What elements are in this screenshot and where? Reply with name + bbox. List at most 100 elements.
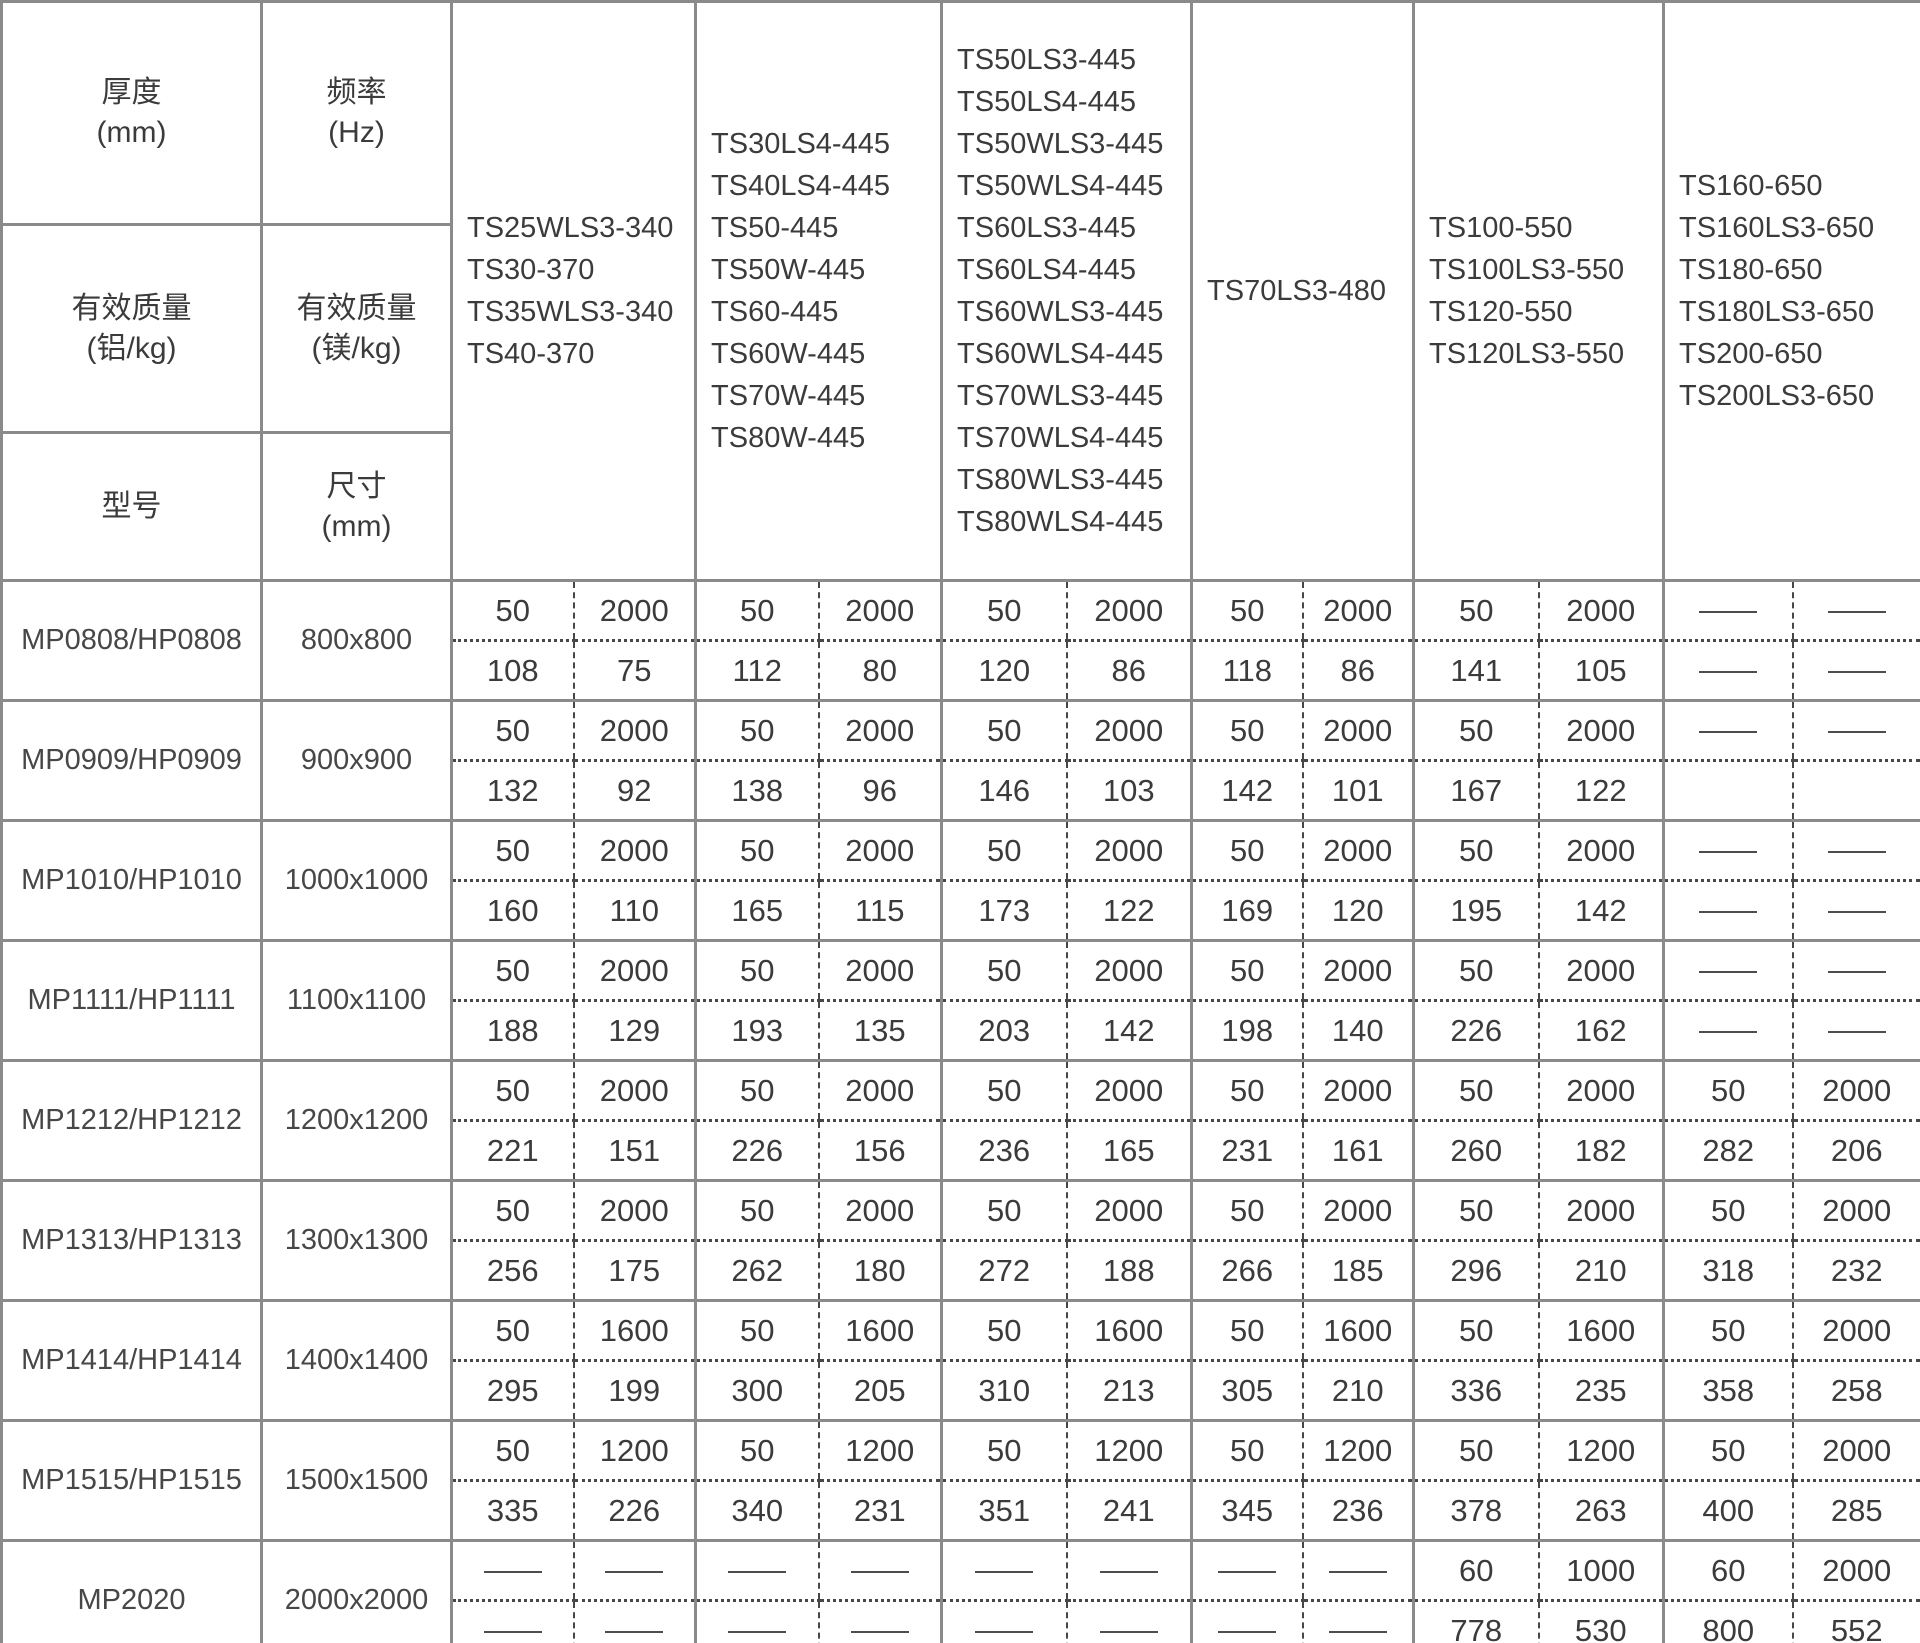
mass-mg-value: 105 xyxy=(1537,640,1664,702)
frequency-value: 2000 xyxy=(1791,1300,1920,1362)
no-value-dash xyxy=(1827,971,1886,974)
thickness-value xyxy=(1190,1540,1303,1602)
thickness-value: 50 xyxy=(1412,580,1539,642)
mass-al-value xyxy=(940,1600,1067,1643)
mass-mg-value: 185 xyxy=(1301,1240,1414,1302)
mass-al-value: 167 xyxy=(1412,760,1539,822)
frequency-value: 2000 xyxy=(1065,940,1192,1002)
frequency-value xyxy=(1791,820,1920,882)
frequency-value: 2000 xyxy=(1537,940,1664,1002)
mass-mg-value: 241 xyxy=(1065,1480,1192,1542)
mass-mg-value xyxy=(1791,880,1920,942)
mass-mg-value xyxy=(1301,1600,1414,1643)
frequency-value: 2000 xyxy=(817,820,942,882)
frequency-value xyxy=(1791,940,1920,1002)
table-row-mass: 778 530 800 552 xyxy=(2,1600,1920,1643)
no-value-dash xyxy=(1827,731,1886,734)
table-row-mass: 256 175 262 180 272 188 266 185 296 210 318 232 xyxy=(2,1240,1920,1302)
frequency-value: 2000 xyxy=(572,940,696,1002)
no-value-dash xyxy=(1827,851,1886,854)
mass-mg-value: 86 xyxy=(1065,640,1192,702)
frequency-value: 2000 xyxy=(1301,1060,1414,1122)
mass-al-value: 169 xyxy=(1190,880,1303,942)
mass-al-value: 318 xyxy=(1662,1240,1793,1302)
size-cell: 1200x1200 xyxy=(260,1059,453,1182)
size-cell: 1100x1100 xyxy=(260,939,453,1062)
no-value-dash xyxy=(605,1631,664,1634)
mass-mg-value: 199 xyxy=(572,1360,696,1422)
header-size: 尺寸 (mm) xyxy=(260,431,453,582)
table-row: MP2020 2000x2000 60 1000 60 2000 xyxy=(0,1539,1920,1643)
no-value-dash xyxy=(850,1571,909,1574)
frequency-value: 2000 xyxy=(1065,820,1192,882)
no-value-dash xyxy=(975,1631,1034,1634)
thickness-value: 50 xyxy=(940,580,1067,642)
mass-mg-value xyxy=(572,1600,696,1643)
header-row-thickness-frequency: 厚度 (mm) 频率 (Hz) TS25WLS3-340 TS30-370 TS… xyxy=(0,0,1920,582)
no-value-dash xyxy=(1699,671,1758,674)
mass-al-value: 295 xyxy=(450,1360,574,1422)
thickness-value: 60 xyxy=(1662,1540,1793,1602)
thickness-value: 50 xyxy=(1412,1420,1539,1482)
thickness-value: 50 xyxy=(1412,1180,1539,1242)
thickness-value xyxy=(694,1540,819,1602)
column-group-ts445-wls: TS50LS3-445 TS50LS4-445 TS50WLS3-445 TS5… xyxy=(940,0,1194,582)
frequency-value: 1600 xyxy=(817,1300,942,1362)
thickness-value: 50 xyxy=(450,580,574,642)
mass-al-value xyxy=(1662,1000,1793,1062)
thickness-value: 50 xyxy=(694,820,819,882)
header-row-model-size: 型号 尺寸 (mm) xyxy=(0,431,1920,582)
frequency-value: 2000 xyxy=(1065,1060,1192,1122)
mass-mg-value: 180 xyxy=(817,1240,942,1302)
mass-mg-value: 236 xyxy=(1301,1480,1414,1542)
thickness-value xyxy=(1662,580,1793,642)
mass-al-value: 226 xyxy=(694,1120,819,1182)
header-mass-aluminum: 有效质量 (铝/kg) xyxy=(0,223,263,434)
frequency-value: 2000 xyxy=(1301,940,1414,1002)
thickness-value xyxy=(1662,820,1793,882)
thickness-value: 50 xyxy=(694,1060,819,1122)
mass-mg-value: 285 xyxy=(1791,1480,1920,1542)
no-value-dash xyxy=(1827,1031,1886,1034)
mass-al-value: 400 xyxy=(1662,1480,1793,1542)
mass-al-value: 132 xyxy=(450,760,574,822)
mass-al-value: 351 xyxy=(940,1480,1067,1542)
mass-mg-value: 80 xyxy=(817,640,942,702)
mass-mg-value xyxy=(817,1600,942,1643)
thickness-value: 50 xyxy=(1412,1060,1539,1122)
mass-al-value: 345 xyxy=(1190,1480,1303,1542)
mass-mg-value: 75 xyxy=(572,640,696,702)
mass-al-value xyxy=(1662,760,1793,822)
model-cell: MP1010/HP1010 xyxy=(0,819,263,942)
mass-mg-value: 142 xyxy=(1065,1000,1192,1062)
mass-mg-value: 162 xyxy=(1537,1000,1664,1062)
frequency-value: 1200 xyxy=(817,1420,942,1482)
mass-al-value: 340 xyxy=(694,1480,819,1542)
mass-mg-value: 182 xyxy=(1537,1120,1664,1182)
thickness-value: 50 xyxy=(1662,1300,1793,1362)
table-row-mass: 188 129 193 135 203 142 198 140 226 162 xyxy=(2,1000,1920,1062)
column-group-ts340-370: TS25WLS3-340 TS30-370 TS35WLS3-340 TS40-… xyxy=(449,0,698,582)
thickness-value: 50 xyxy=(694,580,819,642)
mass-al-value: 236 xyxy=(940,1120,1067,1182)
frequency-value xyxy=(572,1540,696,1602)
size-cell: 800x800 xyxy=(260,579,453,702)
mass-al-value: 120 xyxy=(940,640,1067,702)
mass-al-value: 146 xyxy=(940,760,1067,822)
frequency-value: 1600 xyxy=(1537,1300,1664,1362)
no-value-dash xyxy=(605,1571,664,1574)
no-value-dash xyxy=(850,1631,909,1634)
frequency-value: 2000 xyxy=(1537,580,1664,642)
frequency-value xyxy=(1065,1540,1192,1602)
mass-al-value: 108 xyxy=(450,640,574,702)
mass-mg-value: 210 xyxy=(1537,1240,1664,1302)
mass-al-value xyxy=(1662,880,1793,942)
size-cell: 900x900 xyxy=(260,699,453,822)
table-row: MP0909/HP0909 900x900 50 2000 50 2000 50 2000 50… xyxy=(0,699,1920,822)
frequency-value: 2000 xyxy=(1537,700,1664,762)
no-value-dash xyxy=(728,1571,787,1574)
no-value-dash xyxy=(1218,1571,1277,1574)
mass-mg-value: 530 xyxy=(1537,1600,1664,1643)
model-cell: MP1313/HP1313 xyxy=(0,1179,263,1302)
thickness-value: 50 xyxy=(450,1180,574,1242)
